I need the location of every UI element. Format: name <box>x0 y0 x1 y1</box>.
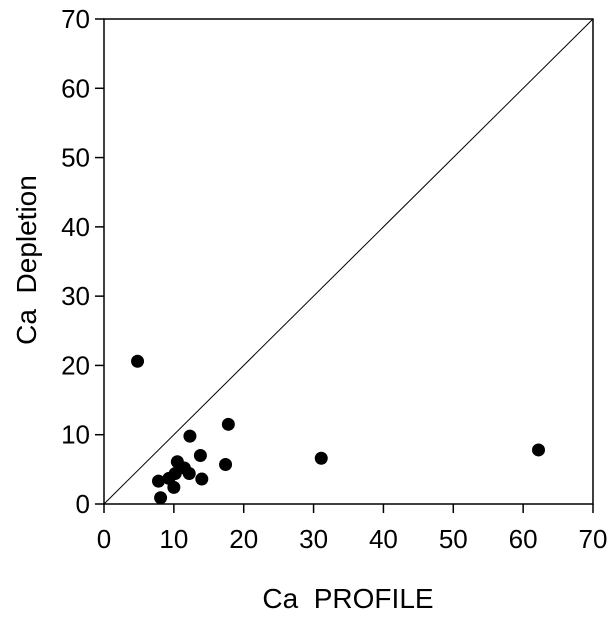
y-tick-label: 60 <box>61 73 90 103</box>
y-tick-label: 40 <box>61 212 90 242</box>
x-axis: 0 10 20 30 40 50 60 70 <box>97 504 608 554</box>
plot-border <box>103 18 594 505</box>
y-axis-title: Ca Depletion <box>11 175 42 345</box>
x-tick-label: 20 <box>229 524 258 554</box>
data-point <box>131 354 145 368</box>
x-tick-label: 30 <box>299 524 328 554</box>
x-tick-label: 40 <box>369 524 398 554</box>
data-points <box>131 354 546 505</box>
data-point <box>314 451 328 465</box>
data-point <box>183 429 197 443</box>
y-tick-label: 20 <box>61 350 90 380</box>
reference-line-group <box>103 18 594 505</box>
y-tick-label: 30 <box>61 281 90 311</box>
data-point <box>151 474 165 488</box>
y-tick-label: 10 <box>61 420 90 450</box>
data-point <box>167 480 181 494</box>
data-point <box>182 467 196 481</box>
plot-frame <box>103 18 594 505</box>
x-tick-label: 70 <box>579 524 608 554</box>
x-tick-label: 0 <box>97 524 111 554</box>
y-tick-label: 70 <box>61 4 90 34</box>
data-point <box>195 472 209 486</box>
x-tick-label: 60 <box>509 524 538 554</box>
data-point <box>221 417 235 431</box>
y-axis: 0 10 20 30 40 50 60 70 <box>61 4 104 519</box>
y-tick-label: 0 <box>76 489 90 519</box>
y-tick-label: 50 <box>61 143 90 173</box>
data-point <box>219 458 233 472</box>
identity-line <box>103 18 594 505</box>
data-point <box>193 449 207 462</box>
x-tick-label: 10 <box>159 524 188 554</box>
x-axis-title: Ca PROFILE <box>262 583 433 614</box>
data-point <box>532 443 546 457</box>
data-point <box>154 491 168 505</box>
x-tick-label: 50 <box>439 524 468 554</box>
